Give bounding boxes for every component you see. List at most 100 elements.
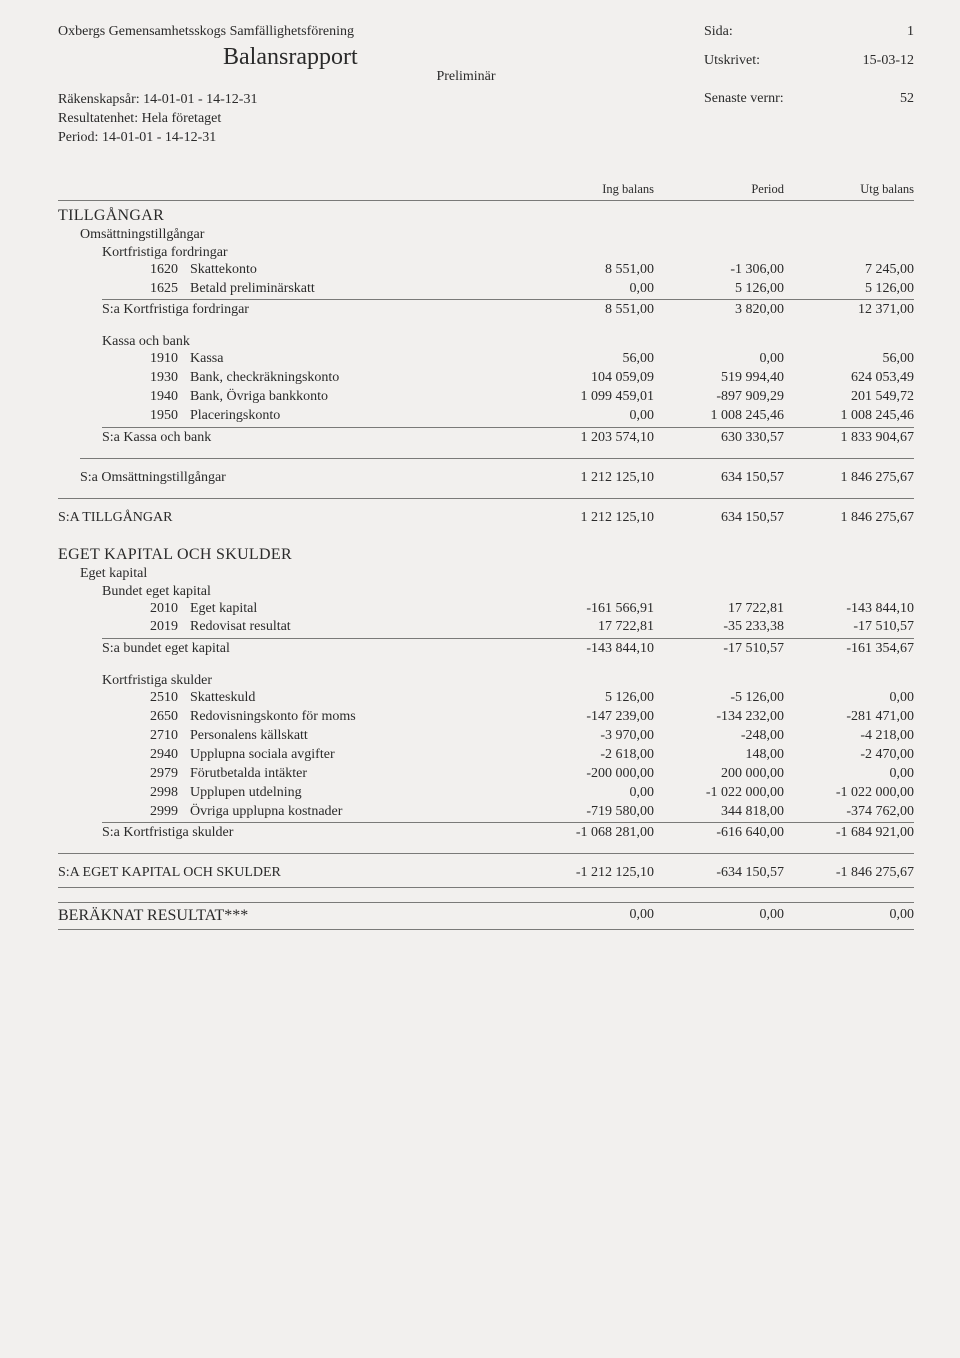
c1: 0,00 xyxy=(524,407,654,426)
label: Kassa xyxy=(190,350,524,369)
cash-label: Kassa och bank xyxy=(102,334,914,350)
receivables-label: Kortfristiga fordringar xyxy=(102,245,914,261)
label: BERÄKNAT RESULTAT*** xyxy=(58,907,524,925)
code: 2999 xyxy=(58,803,190,822)
row-1620: 1620 Skattekonto 8 551,00 -1 306,00 7 24… xyxy=(58,261,914,280)
label: Personalens källskatt xyxy=(190,727,524,746)
label: Betald preliminärskatt xyxy=(190,280,524,299)
c3: -1 684 921,00 xyxy=(784,824,914,843)
c3: -143 844,10 xyxy=(784,600,914,619)
c3: 12 371,00 xyxy=(784,301,914,320)
c1: 0,00 xyxy=(524,280,654,299)
code: 2979 xyxy=(58,765,190,784)
c2: 148,00 xyxy=(654,746,784,765)
label: Redovisat resultat xyxy=(190,618,524,637)
receivables-sum: S:a Kortfristiga fordringar 8 551,00 3 8… xyxy=(102,301,914,320)
c2: -1 022 000,00 xyxy=(654,784,784,803)
report-subtitle: Preliminär xyxy=(18,69,914,85)
c1: -2 618,00 xyxy=(524,746,654,765)
org-name: Oxbergs Gemensamhetsskogs Samfällighetsf… xyxy=(58,24,704,40)
c1: 56,00 xyxy=(524,350,654,369)
c3: -17 510,57 xyxy=(784,618,914,637)
assets-sum: S:A TILLGÅNGAR 1 212 125,10 634 150,57 1… xyxy=(58,509,914,528)
label: Övriga upplupna kostnader xyxy=(190,803,524,822)
label: Skatteskuld xyxy=(190,689,524,708)
c1: 5 126,00 xyxy=(524,689,654,708)
label: Förutbetalda intäkter xyxy=(190,765,524,784)
fiscal-year: Räkenskapsår: 14-01-01 - 14-12-31 xyxy=(58,91,704,110)
code: 2650 xyxy=(58,708,190,727)
printed-label: Utskrivet: xyxy=(704,53,824,69)
cash-sum: S:a Kassa och bank 1 203 574,10 630 330,… xyxy=(102,429,914,448)
c3: -2 470,00 xyxy=(784,746,914,765)
code: 2019 xyxy=(58,618,190,637)
label: S:A TILLGÅNGAR xyxy=(58,509,524,528)
label: Upplupen utdelning xyxy=(190,784,524,803)
col-header-utg: Utg balans xyxy=(784,182,914,197)
equity-title: EGET KAPITAL OCH SKULDER xyxy=(58,546,914,564)
c3: -1 022 000,00 xyxy=(784,784,914,803)
c2: 0,00 xyxy=(654,907,784,925)
c3: -161 354,67 xyxy=(784,640,914,659)
meta-left: Räkenskapsår: 14-01-01 - 14-12-31 Result… xyxy=(58,91,704,148)
code: 2940 xyxy=(58,746,190,765)
page-label: Sida: xyxy=(704,24,824,40)
row-1950: 1950 Placeringskonto 0,00 1 008 245,46 1… xyxy=(58,407,914,426)
equity-label: Eget kapital xyxy=(80,566,914,582)
code: 1950 xyxy=(58,407,190,426)
c1: 0,00 xyxy=(524,784,654,803)
c1: 1 099 459,01 xyxy=(524,388,654,407)
c1: 8 551,00 xyxy=(524,301,654,320)
label: Upplupna sociala avgifter xyxy=(190,746,524,765)
c3: 1 833 904,67 xyxy=(784,429,914,448)
c1: 0,00 xyxy=(524,907,654,925)
c1: -200 000,00 xyxy=(524,765,654,784)
c2: -248,00 xyxy=(654,727,784,746)
period: Period: 14-01-01 - 14-12-31 xyxy=(58,129,704,148)
page-value: 1 xyxy=(824,24,914,40)
row-2650: 2650 Redovisningskonto för moms -147 239… xyxy=(58,708,914,727)
c3: 201 549,72 xyxy=(784,388,914,407)
code: 1930 xyxy=(58,369,190,388)
code: 1910 xyxy=(58,350,190,369)
c3: 7 245,00 xyxy=(784,261,914,280)
c2: 634 150,57 xyxy=(654,509,784,528)
row-1930: 1930 Bank, checkräkningskonto 104 059,09… xyxy=(58,369,914,388)
column-headers: Ing balans Period Utg balans xyxy=(58,182,914,201)
report-title: Balansrapport xyxy=(223,44,358,71)
title-row: Balansrapport Utskrivet: 15-03-12 xyxy=(58,44,914,71)
c3: -1 846 275,67 xyxy=(784,864,914,883)
row-2940: 2940 Upplupna sociala avgifter -2 618,00… xyxy=(58,746,914,765)
label: S:a Kortfristiga fordringar xyxy=(102,301,524,320)
c1: 1 203 574,10 xyxy=(524,429,654,448)
code: 1620 xyxy=(58,261,190,280)
label: S:a Omsättningstillgångar xyxy=(80,469,524,488)
col-header-ing: Ing balans xyxy=(524,182,654,197)
meta-block: Räkenskapsår: 14-01-01 - 14-12-31 Result… xyxy=(58,91,914,148)
code: 2510 xyxy=(58,689,190,708)
c3: 56,00 xyxy=(784,350,914,369)
label: Eget kapital xyxy=(190,600,524,619)
c3: 0,00 xyxy=(784,907,914,925)
c1: -147 239,00 xyxy=(524,708,654,727)
assets-title: TILLGÅNGAR xyxy=(58,207,914,225)
c2: 634 150,57 xyxy=(654,469,784,488)
label: S:a bundet eget kapital xyxy=(102,640,524,659)
label: S:a Kassa och bank xyxy=(102,429,524,448)
col-header-period: Period xyxy=(654,182,784,197)
label: Skattekonto xyxy=(190,261,524,280)
c1: -3 970,00 xyxy=(524,727,654,746)
calculated-result: BERÄKNAT RESULTAT*** 0,00 0,00 0,00 xyxy=(58,902,914,925)
label: S:a Kortfristiga skulder xyxy=(102,824,524,843)
bound-equity-label: Bundet eget kapital xyxy=(102,584,914,600)
c2: 200 000,00 xyxy=(654,765,784,784)
c2: 3 820,00 xyxy=(654,301,784,320)
c1: -143 844,10 xyxy=(524,640,654,659)
c3: 1 846 275,67 xyxy=(784,509,914,528)
short-liab-label: Kortfristiga skulder xyxy=(102,673,914,689)
header-row-1: Oxbergs Gemensamhetsskogs Samfällighetsf… xyxy=(58,24,914,40)
code: 1940 xyxy=(58,388,190,407)
c1: -1 212 125,10 xyxy=(524,864,654,883)
c2: -5 126,00 xyxy=(654,689,784,708)
c3: 0,00 xyxy=(784,689,914,708)
